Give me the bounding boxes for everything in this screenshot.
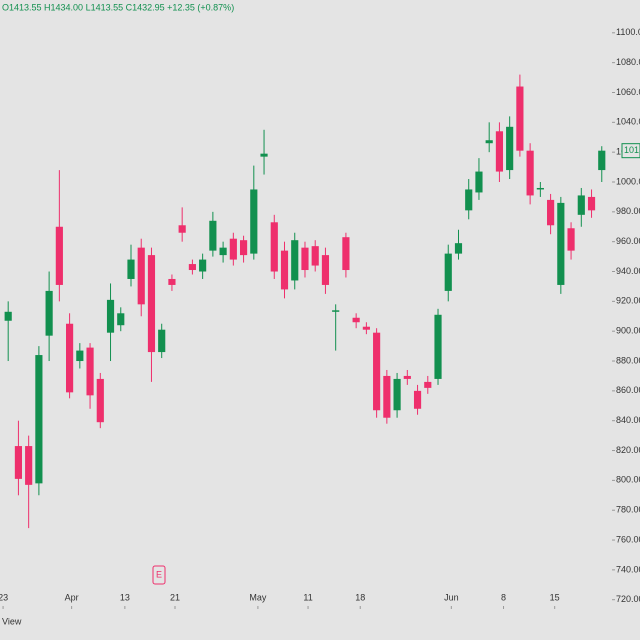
candle-body <box>209 220 217 251</box>
x-tick-label: 13 <box>120 592 130 602</box>
x-tick-label: 15 <box>550 592 560 602</box>
candle-body <box>76 350 84 362</box>
y-tick-label: 880.00 <box>616 355 640 365</box>
candle-body <box>270 222 278 272</box>
candle-body <box>55 226 63 285</box>
x-tick-label: 23 <box>0 592 8 602</box>
y-tick-label: 800.00 <box>616 475 640 485</box>
candle-body <box>301 247 309 271</box>
candle-body <box>229 238 237 260</box>
x-tick-label: Apr <box>65 592 79 602</box>
candle-body <box>587 196 596 211</box>
candle-body <box>280 250 289 290</box>
candle-body <box>239 240 248 256</box>
y-tick-label: 1000.00 <box>616 176 640 186</box>
y-tick-label: 960.00 <box>616 236 640 246</box>
y-tick-label: 1100.00 <box>616 27 640 37</box>
candle-body <box>424 381 432 388</box>
candle-body <box>147 255 156 353</box>
candle-body <box>127 259 135 279</box>
candle-body <box>96 378 104 423</box>
candle-body <box>321 255 330 285</box>
y-tick-label: 860.00 <box>616 385 640 395</box>
candle-body <box>383 375 391 418</box>
candle-body <box>434 314 442 379</box>
event-marker: E <box>156 569 162 579</box>
candle-body <box>25 446 33 485</box>
y-tick-label: 980.00 <box>616 206 640 216</box>
candle-body <box>506 126 514 171</box>
candle-body <box>45 290 53 336</box>
candle-body <box>393 378 401 411</box>
candle-body <box>199 259 207 272</box>
candle-body <box>106 299 115 333</box>
candle-body <box>454 243 463 254</box>
candle-body <box>362 326 370 330</box>
candle-body <box>495 131 504 172</box>
y-tick-label: 1060.00 <box>616 87 640 97</box>
candle-body <box>168 278 176 285</box>
candle-body <box>311 246 319 266</box>
y-tick-label: 820.00 <box>616 445 640 455</box>
candle-body <box>250 189 258 254</box>
last-price-box <box>621 143 640 159</box>
candle-body <box>567 228 575 251</box>
candle-body <box>403 375 411 379</box>
candle-body <box>137 247 145 305</box>
candle-body <box>291 240 299 281</box>
y-tick-label: 740.00 <box>616 564 640 574</box>
candle-body <box>557 202 565 285</box>
candle-body <box>342 237 350 271</box>
candle-body <box>598 150 606 171</box>
y-tick-label: 780.00 <box>616 505 640 515</box>
x-tick-label: 21 <box>170 592 180 602</box>
candle-body <box>465 189 473 211</box>
candle-body <box>188 264 196 271</box>
y-tick-label: 940.00 <box>616 266 640 276</box>
candle-body <box>413 390 422 409</box>
candle-body <box>158 329 166 353</box>
candle-body <box>373 332 381 411</box>
candle-body <box>516 86 524 151</box>
last-price-label: 1015 <box>624 145 640 155</box>
x-tick-label: 18 <box>355 592 365 602</box>
corner-label: View <box>2 616 22 626</box>
candle-body <box>86 347 94 396</box>
y-tick-label: 1040.00 <box>616 117 640 127</box>
candle-body <box>444 253 452 291</box>
candle-body <box>536 187 544 190</box>
y-tick-label: 900.00 <box>616 326 640 336</box>
candle-body <box>14 446 23 479</box>
x-tick-label: Jun <box>444 592 459 602</box>
x-tick-label: May <box>249 592 267 602</box>
x-tick-label: 8 <box>501 592 506 602</box>
candle-body <box>475 171 483 193</box>
y-tick-label: 720.00 <box>616 594 640 604</box>
y-tick-label: 840.00 <box>616 415 640 425</box>
candle-body <box>485 140 493 144</box>
y-tick-label: 760.00 <box>616 534 640 544</box>
candle-body <box>178 225 186 233</box>
candle-body <box>577 195 585 215</box>
candle-body <box>260 153 268 157</box>
candle-body <box>117 313 125 326</box>
candle-body <box>219 247 227 256</box>
candle-body <box>332 310 340 312</box>
candle-body <box>526 150 534 196</box>
candle-body <box>547 199 555 226</box>
ohlc-header: O1413.55 H1434.00 L1413.55 C1432.95 +12.… <box>2 2 234 12</box>
x-tick-label: 11 <box>303 592 312 602</box>
candle-body <box>352 317 360 323</box>
candle-body <box>35 355 43 484</box>
candle-body <box>66 323 74 393</box>
candle-body <box>4 311 12 321</box>
y-tick-label: 1080.00 <box>616 57 640 67</box>
event-badge[interactable] <box>152 565 166 585</box>
y-tick-label: 920.00 <box>616 296 640 306</box>
